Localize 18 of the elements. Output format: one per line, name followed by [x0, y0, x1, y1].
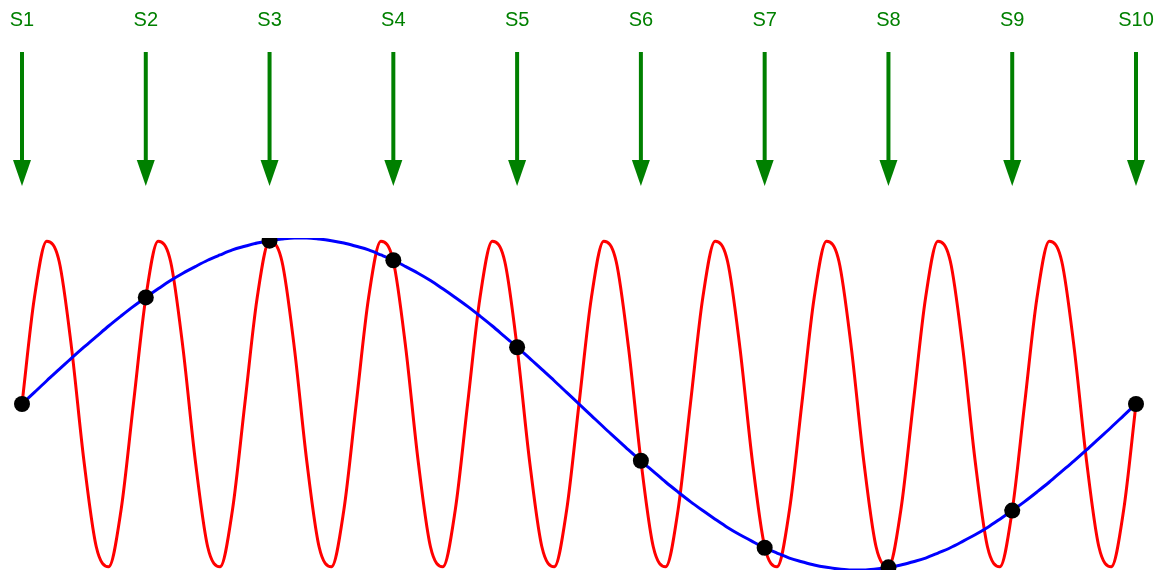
point — [756, 539, 773, 556]
x-tick-label: S2 — [133, 7, 159, 30]
point — [385, 252, 402, 269]
point — [1004, 502, 1021, 519]
point — [632, 452, 649, 469]
x-tick-label: S3 — [257, 7, 282, 30]
x-tick-label: S8 — [876, 7, 901, 30]
point — [137, 289, 154, 306]
point — [14, 396, 30, 412]
x-tick-label: S6 — [628, 7, 654, 30]
x-tick-label: S5 — [504, 7, 530, 30]
x-tick-label: S4 — [381, 7, 406, 30]
x-tick-label: S7 — [752, 7, 777, 30]
x-tick-label: S10 — [1118, 7, 1154, 30]
x-tick-label: S1 — [9, 7, 35, 30]
point — [509, 339, 526, 356]
x-tick-label: S9 — [999, 7, 1025, 30]
point — [1128, 396, 1144, 412]
